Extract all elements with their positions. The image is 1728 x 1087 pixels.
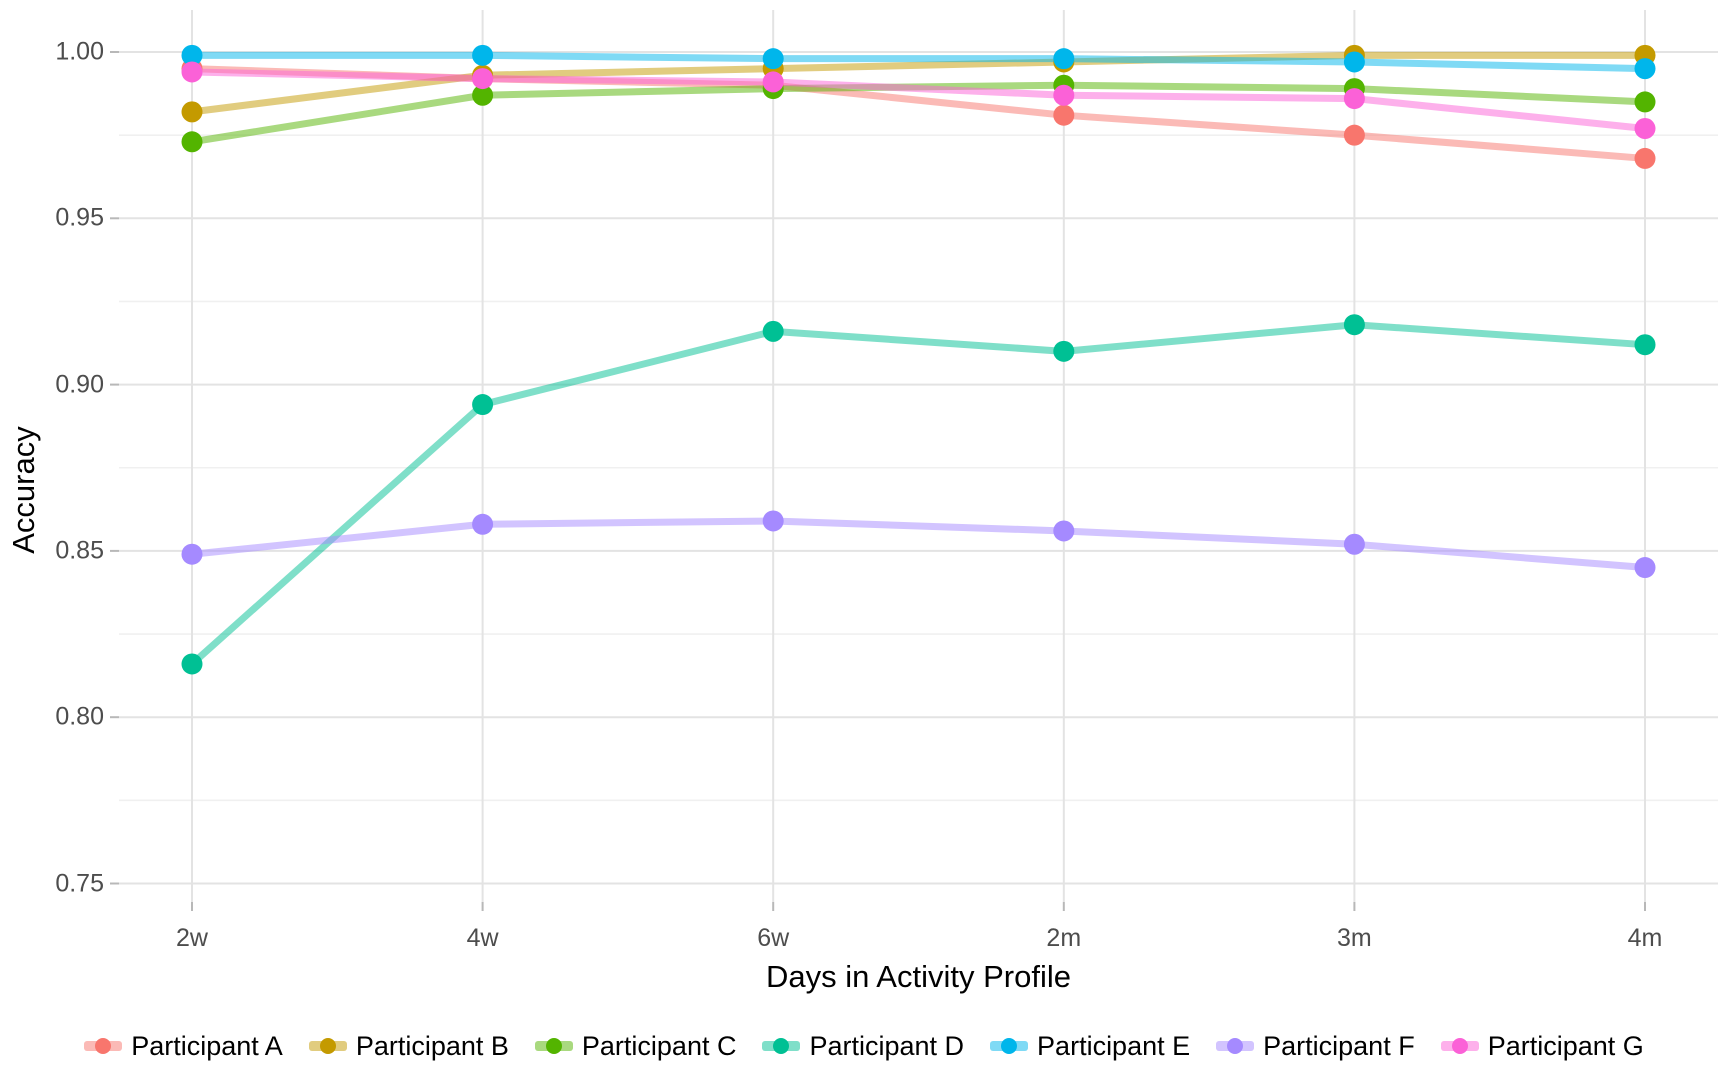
legend-item-participant-b: Participant B: [308, 1030, 509, 1062]
data-point-participant-b: [181, 101, 203, 123]
data-point-participant-f: [1634, 557, 1656, 579]
data-point-participant-g: [1343, 88, 1365, 110]
legend-key-dot: [1227, 1038, 1244, 1054]
data-point-participant-d: [1343, 314, 1365, 336]
legend-label: Participant F: [1263, 1030, 1415, 1061]
x-axis-title: Days in Activity Profile: [766, 959, 1071, 994]
legend-item-participant-e: Participant E: [990, 1031, 1190, 1062]
legend-key-icon: [84, 1038, 123, 1054]
data-point-participant-e: [762, 48, 784, 70]
data-point-participant-f: [1053, 520, 1075, 542]
legend-label: Participant B: [355, 1030, 509, 1061]
data-point-participant-c: [472, 84, 494, 106]
y-tick-label: 0.75: [55, 869, 104, 897]
data-point-participant-g: [762, 71, 784, 93]
legend-key-dot: [545, 1038, 562, 1054]
x-tick-label: 2w: [176, 924, 208, 952]
x-tick-label: 4m: [1627, 924, 1663, 952]
data-point-participant-f: [181, 543, 203, 565]
x-tick-label: 4w: [466, 924, 499, 952]
x-tick-label: 3m: [1337, 924, 1372, 952]
legend-key-icon: [762, 1038, 801, 1054]
legend-label: Participant D: [809, 1030, 965, 1061]
legend-key-icon: [534, 1038, 573, 1054]
legend-label: Participant A: [131, 1030, 283, 1061]
legend-item-participant-g: Participant G: [1440, 1030, 1644, 1062]
legend-key-icon: [1216, 1038, 1255, 1054]
legend-key-dot: [319, 1038, 336, 1054]
data-point-participant-d: [1053, 340, 1075, 362]
chart-legend: Participant A Participant B Participant C P…: [0, 1024, 1728, 1068]
y-tick-label: 0.95: [55, 203, 104, 232]
legend-item-participant-f: Participant F: [1216, 1031, 1415, 1062]
y-axis-title: Accuracy: [5, 426, 41, 554]
data-point-participant-a: [1634, 147, 1656, 169]
series-line-participant-d: [188, 321, 1649, 668]
series-line-participant-g: [188, 68, 1649, 132]
data-point-participant-d: [762, 320, 784, 342]
legend-key-dot: [1451, 1038, 1468, 1054]
data-point-participant-f: [1343, 533, 1365, 555]
data-point-participant-a: [1343, 124, 1365, 146]
data-point-participant-e: [181, 44, 203, 66]
data-point-participant-c: [181, 131, 203, 153]
data-point-participant-e: [1343, 51, 1365, 73]
data-point-participant-a: [1053, 104, 1075, 126]
x-tick-label: 2m: [1046, 924, 1082, 952]
y-tick-label: 0.85: [55, 536, 104, 565]
series-line-participant-c: [188, 81, 1649, 146]
series-line-participant-e: [188, 51, 1649, 73]
data-point-participant-f: [472, 513, 494, 535]
legend-label: Participant C: [581, 1030, 737, 1061]
y-tick-label: 0.80: [55, 702, 104, 731]
legend-key-icon: [990, 1038, 1029, 1054]
y-tick-label: 1.00: [55, 37, 104, 66]
data-point-participant-d: [181, 653, 203, 675]
data-point-participant-f: [762, 510, 784, 532]
y-tick-label: 0.90: [55, 370, 104, 399]
data-point-participant-g: [472, 68, 494, 90]
legend-key-dot: [773, 1038, 790, 1054]
series-line-participant-b: [188, 51, 1649, 116]
data-point-participant-e: [472, 44, 494, 66]
legend-item-participant-c: Participant C: [534, 1030, 737, 1062]
legend-key-dot: [95, 1038, 112, 1054]
data-point-participant-g: [1053, 84, 1075, 106]
series-line-participant-f: [188, 517, 1649, 572]
data-point-participant-g: [1634, 117, 1656, 139]
x-tick-label: 6w: [757, 924, 790, 952]
data-point-participant-g: [181, 61, 203, 83]
data-point-participant-e: [1634, 58, 1656, 80]
legend-key-icon: [1440, 1038, 1479, 1054]
data-point-participant-d: [472, 394, 494, 416]
legend-item-participant-d: Participant D: [762, 1031, 964, 1062]
legend-label: Participant E: [1037, 1030, 1191, 1061]
legend-label: Participant G: [1487, 1030, 1644, 1061]
data-point-participant-c: [1634, 91, 1656, 113]
legend-key-dot: [1001, 1038, 1018, 1054]
data-point-participant-e: [1053, 48, 1075, 70]
legend-item-participant-a: Participant A: [84, 1031, 283, 1062]
legend-key-icon: [308, 1038, 347, 1054]
data-point-participant-d: [1634, 334, 1656, 356]
